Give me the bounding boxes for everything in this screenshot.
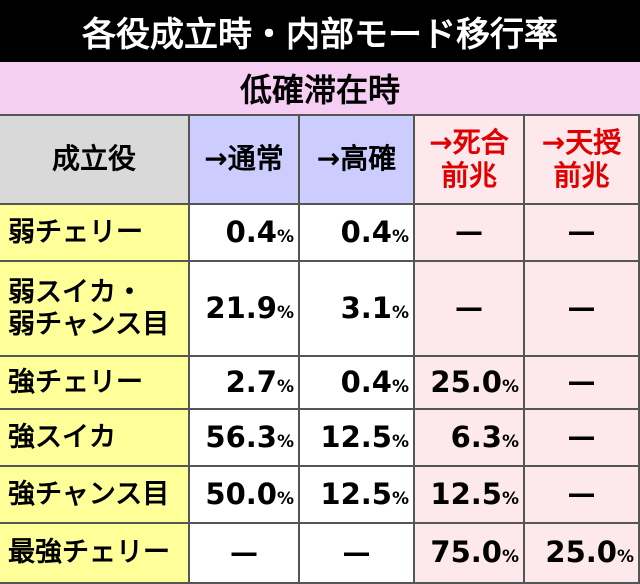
table: 成立役 →通常 →高確 →死合 前兆 →天授 前兆 弱チェリー 0.4% 0.4% — — 弱スイカ・弱… [0,116,640,584]
row-label: 最強チェリー [0,524,190,584]
value-line: 0.4% [225,214,294,249]
column-header: →高確 [300,116,415,205]
value: 25.0 [430,364,502,399]
value: 12.5 [430,476,502,511]
value: 0.4 [340,214,392,249]
row-label: 弱チェリー [0,205,190,262]
cell-value: 0.4% [190,205,300,262]
row-label: 強チェリー [0,357,190,410]
header-line: →天授 [541,126,622,160]
unit: % [391,488,409,509]
cell-value: 12.5% [300,467,415,524]
unit: % [616,547,634,568]
column-header: 成立役 [0,116,190,205]
caption: 低確滞在時 [0,62,640,116]
label-line: 弱チェリー [8,216,143,248]
cell-value: 75.0% [415,524,525,584]
cell-dash: — [525,205,640,262]
value: 56.3 [205,419,277,454]
label-line: 強チェリー [8,366,143,398]
cell-value: 3.1% [300,262,415,357]
value: 6.3 [450,419,502,454]
cell-value: 6.3% [415,410,525,467]
value-line: 50.0% [205,476,294,511]
value-line: 12.5% [430,476,519,511]
value-line: 6.3% [450,419,519,454]
unit: % [501,376,519,397]
value: 12.5 [320,419,392,454]
value: 2.7 [225,364,277,399]
value: 0.4 [225,214,277,249]
header-line: 成立役 [51,142,136,176]
cell-dash: — [525,357,640,410]
cell-dash: — [525,262,640,357]
header-line: →通常 [204,142,284,176]
cell-value: 21.9% [190,262,300,357]
value: 50.0 [205,476,277,511]
value: 0.4 [340,364,392,399]
cell-value: 12.5% [415,467,525,524]
label-line: 強チャンス目 [8,478,170,510]
cell-value: 12.5% [300,410,415,467]
unit: % [391,226,409,247]
unit: % [501,488,519,509]
row-label: 弱スイカ・ 弱チャンス目 [0,262,190,357]
title: 各役成立時・内部モード移行率 [0,0,640,62]
cell-value: 25.0% [525,524,640,584]
cell-dash: — [300,524,415,584]
value-line: 2.7% [225,364,294,399]
value-line: 56.3% [205,419,294,454]
value-line: 75.0% [430,536,519,569]
value: 75.0 [430,535,502,570]
cell-value: 2.7% [190,357,300,410]
cell-value: 0.4% [300,357,415,410]
unit: % [276,431,294,452]
cell-dash: — [525,410,640,467]
unit: % [276,302,294,323]
value-line: 25.0% [545,536,634,569]
value-line: 21.9% [205,290,294,325]
value: 3.1 [340,290,392,325]
label-line: 弱チャンス目 [8,308,170,340]
value-line: 25.0% [430,364,519,399]
header-line: →死合 [429,126,509,160]
label-line: 最強チェリー [8,537,170,569]
value-line: 12.5% [320,419,409,454]
unit: % [276,488,294,509]
header-line: 前兆 [553,158,610,192]
row-label: 強スイカ [0,410,190,467]
cell-dash: — [525,467,640,524]
label-line: 強スイカ [8,421,116,453]
column-header: →通常 [190,116,300,205]
unit: % [391,302,409,323]
column-header: →天授 前兆 [525,116,640,205]
cell-dash: — [415,262,525,357]
cell-value: 0.4% [300,205,415,262]
unit: % [276,226,294,247]
value: 25.0 [545,535,617,570]
header-line: 前兆 [440,158,497,192]
value: 21.9 [205,290,277,325]
cell-value: 56.3% [190,410,300,467]
column-header: →死合 前兆 [415,116,525,205]
value-line: 12.5% [320,476,409,511]
unit: % [391,376,409,397]
cell-value: 25.0% [415,357,525,410]
unit: % [501,431,519,452]
value-line: 3.1% [340,290,409,325]
row-label: 強チャンス目 [0,467,190,524]
value: 12.5 [320,476,392,511]
unit: % [276,376,294,397]
value-line: 0.4% [340,364,409,399]
cell-dash: — [190,524,300,584]
value-line: 0.4% [340,214,409,249]
unit: % [391,431,409,452]
header-line: →高確 [316,142,397,176]
cell-dash: — [415,205,525,262]
label-line: 弱スイカ・ [8,277,143,309]
cell-value: 50.0% [190,467,300,524]
unit: % [501,547,519,568]
